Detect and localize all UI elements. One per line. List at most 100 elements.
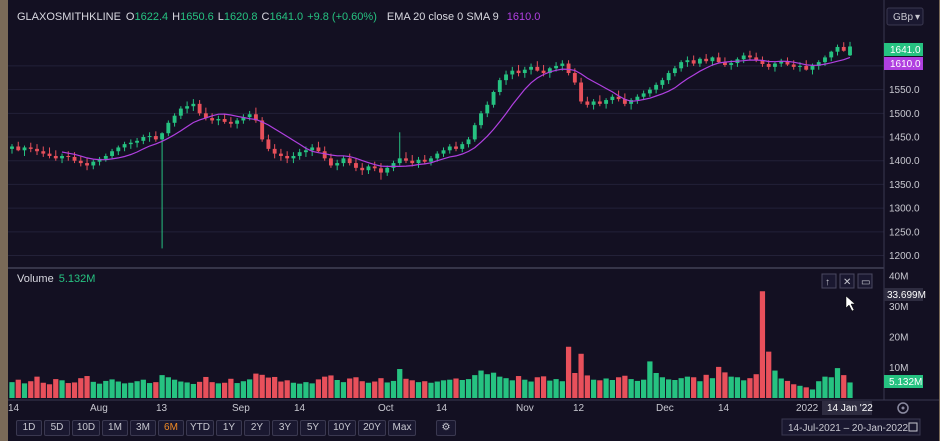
candle-body [78, 160, 83, 164]
range-button-3y[interactable]: 3Y [272, 420, 298, 436]
candle-body [210, 118, 215, 121]
candle-body [435, 153, 440, 159]
volume-bar [40, 382, 46, 398]
candle-body [591, 101, 596, 105]
candle-body [247, 114, 252, 118]
volume-bar [641, 379, 647, 398]
volume-bar [184, 382, 190, 398]
candle-body [185, 106, 190, 109]
close-panel-button[interactable] [839, 273, 855, 289]
volume-bar [716, 366, 722, 398]
range-button-20y[interactable]: 20Y [358, 420, 386, 436]
volume-bar [741, 380, 747, 398]
volume-bar [428, 382, 434, 398]
candle-body [547, 68, 552, 74]
volume-label: Volume [17, 273, 54, 285]
volume-bar [584, 375, 590, 398]
candle-body [685, 60, 690, 63]
volume-bar [453, 378, 459, 398]
volume-bar [747, 378, 753, 398]
candle-body [322, 151, 327, 159]
volume-title: Volume 5.132M [17, 273, 95, 285]
volume-bar [134, 381, 140, 398]
currency-box[interactable] [886, 7, 924, 26]
move-up-button[interactable] [821, 273, 837, 289]
range-button-1m[interactable]: 1M [102, 420, 128, 436]
volume-bar [328, 375, 334, 398]
candle-body [272, 148, 277, 154]
candle-body [829, 51, 834, 58]
candle-body [228, 121, 233, 124]
volume-bar [547, 380, 553, 398]
range-button-1d[interactable]: 1D [16, 420, 42, 436]
volume-badge-text: 5.132M [889, 377, 922, 388]
date-range-box[interactable] [781, 418, 921, 436]
sma-badge-text: 1610.0 [890, 59, 921, 70]
range-button-6m[interactable]: 6M [158, 420, 184, 436]
volume-bar [359, 381, 365, 398]
range-button-ytd[interactable]: YTD [186, 420, 214, 436]
volume-bar [778, 378, 784, 398]
volume-bar [666, 379, 672, 398]
volume-bar [90, 381, 96, 398]
range-button-2y[interactable]: 2Y [244, 420, 270, 436]
candle-body [135, 140, 140, 143]
range-button-10d[interactable]: 10D [72, 420, 100, 436]
candle-body [66, 155, 71, 157]
candle-body [222, 119, 227, 122]
volume-bar [15, 379, 21, 398]
volume-bar [759, 291, 766, 398]
volume-bar [84, 376, 90, 398]
volume-bar [678, 378, 684, 398]
candle-body [672, 68, 677, 74]
price-tick-label: 1200.0 [889, 251, 920, 262]
last-price-badge [884, 43, 923, 56]
gear-icon[interactable] [897, 402, 909, 414]
date-tick-label: Nov [516, 403, 534, 414]
calendar-icon[interactable] [908, 422, 918, 432]
volume-bar [797, 385, 803, 398]
volume-bar [672, 380, 678, 398]
volume-bar [609, 380, 615, 398]
range-button-max[interactable]: Max [388, 420, 416, 436]
volume-bar [46, 384, 53, 398]
candle-body [510, 70, 515, 75]
candle-body [810, 65, 815, 70]
volume-tick-label: 30M [889, 302, 908, 313]
range-button-5d[interactable]: 5D [44, 420, 70, 436]
high-value: 1650.6 [180, 11, 214, 23]
candle-body [128, 142, 133, 145]
date-tick-label: 14 [718, 403, 730, 414]
volume-bar [365, 382, 372, 398]
volume-bar [728, 376, 734, 398]
volume-bar [334, 380, 340, 398]
crosshair-date-badge [822, 401, 872, 415]
volume-bar [165, 377, 171, 398]
candle-body [360, 167, 365, 171]
candle-body [529, 66, 533, 70]
symbol: GLAXOSMITHKLINE [17, 11, 121, 23]
range-button-1y[interactable]: 1Y [216, 420, 242, 436]
candle-body [779, 61, 784, 64]
candle-body [841, 46, 846, 51]
volume-bar [397, 369, 403, 398]
maximize-panel-button[interactable] [857, 273, 873, 289]
volume-bar [71, 382, 78, 398]
volume-bar [634, 380, 640, 398]
candle-body [160, 133, 165, 140]
range-button-3m[interactable]: 3M [130, 420, 156, 436]
candle-body [28, 147, 33, 149]
volume-bar [603, 378, 609, 398]
volume-bar [465, 379, 472, 398]
change-value: +9.8 (+0.60%) [307, 11, 377, 23]
candle-body [616, 96, 621, 100]
settings-button[interactable]: ⚙ [436, 420, 456, 436]
date-tick-label: 14 [294, 403, 306, 414]
volume-bar [196, 381, 203, 398]
range-button-10y[interactable]: 10Y [328, 420, 356, 436]
volume-bar [322, 376, 328, 398]
volume-bar [340, 382, 347, 398]
range-button-5y[interactable]: 5Y [300, 420, 326, 436]
candle-body [773, 63, 777, 67]
candle-body [122, 144, 127, 148]
